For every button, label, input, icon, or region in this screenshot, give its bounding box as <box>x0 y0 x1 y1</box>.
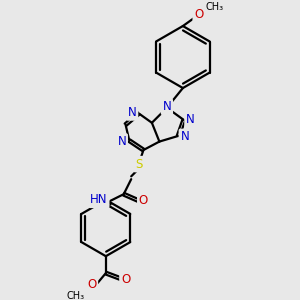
Text: S: S <box>135 158 142 171</box>
Text: CH₃: CH₃ <box>67 291 85 300</box>
Text: O: O <box>87 278 96 291</box>
Text: O: O <box>121 273 130 286</box>
Text: N: N <box>117 135 126 148</box>
Text: N: N <box>163 100 171 113</box>
Text: N: N <box>186 113 195 127</box>
Text: CH₃: CH₃ <box>206 2 224 12</box>
Text: HN: HN <box>90 193 108 206</box>
Text: N: N <box>180 130 189 143</box>
Text: O: O <box>139 194 148 207</box>
Text: O: O <box>194 8 203 21</box>
Text: N: N <box>128 106 136 119</box>
